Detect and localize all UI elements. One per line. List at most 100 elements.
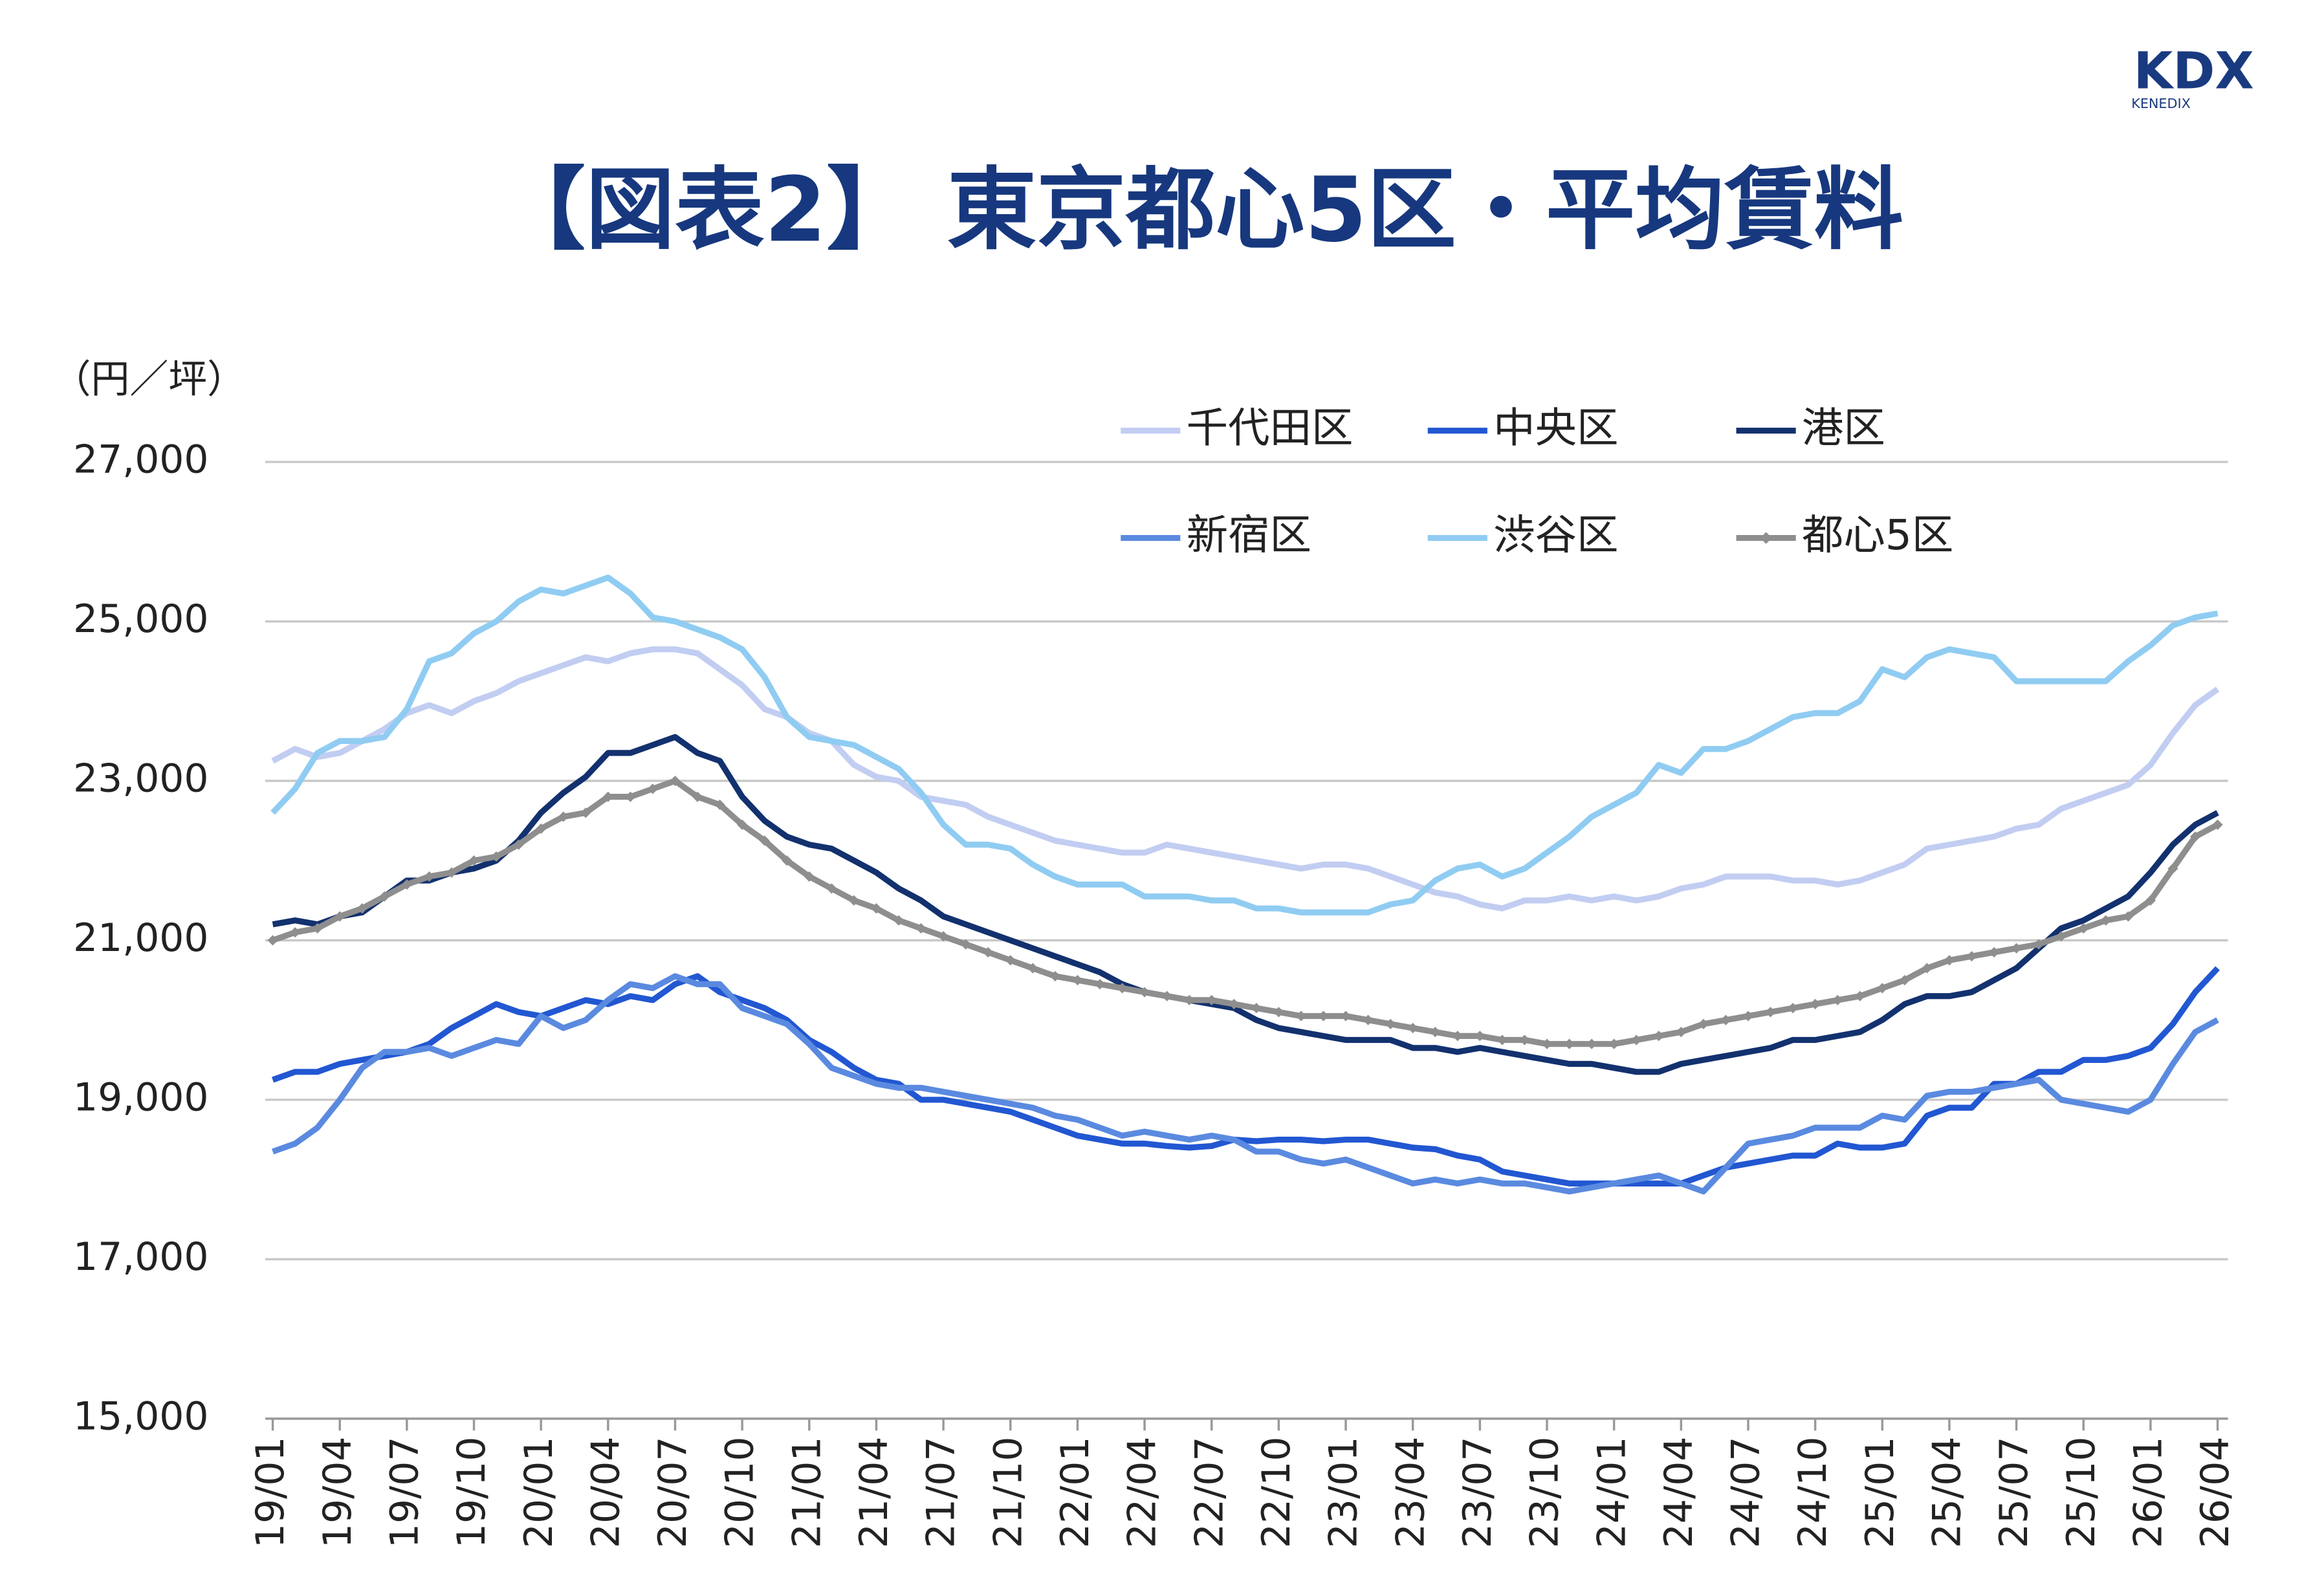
series-marker xyxy=(960,939,971,950)
x-tick-label: 21/10 xyxy=(985,1437,1031,1549)
x-tick-label: 23/04 xyxy=(1388,1437,1433,1549)
series-marker xyxy=(1765,1007,1776,1018)
series-marker xyxy=(1363,1014,1374,1025)
x-tick-label: 19/01 xyxy=(248,1437,293,1549)
series-marker xyxy=(1788,1003,1799,1014)
series-marker xyxy=(1742,1011,1754,1022)
series-marker xyxy=(2123,911,2134,922)
x-tick-label: 19/07 xyxy=(382,1437,427,1549)
series-line xyxy=(272,966,2220,1186)
series-marker xyxy=(2033,939,2044,950)
series-marker xyxy=(1161,990,1172,1001)
series-marker xyxy=(782,855,793,866)
x-tick-label: 24/10 xyxy=(1790,1437,1836,1549)
x-tick-label: 25/10 xyxy=(2059,1437,2104,1549)
x-tick-label: 26/04 xyxy=(2193,1437,2238,1549)
x-tick-label: 21/04 xyxy=(851,1437,897,1549)
legend-label: 渋谷区 xyxy=(1493,511,1618,560)
series-marker xyxy=(1944,955,1955,966)
series-marker xyxy=(1094,979,1106,990)
series-marker xyxy=(1139,987,1150,998)
x-tick-label: 19/10 xyxy=(449,1437,494,1549)
series-marker xyxy=(580,807,591,818)
series-marker xyxy=(513,839,524,850)
legend-marker xyxy=(1760,532,1772,544)
series-marker xyxy=(1966,951,1977,962)
series-marker xyxy=(1184,994,1195,1005)
series-marker xyxy=(938,931,949,942)
legend-label: 新宿区 xyxy=(1187,511,1311,560)
series-marker xyxy=(1452,1031,1463,1042)
series-marker xyxy=(356,903,367,914)
series-marker xyxy=(1519,1034,1530,1045)
series-marker xyxy=(1720,1014,1731,1025)
x-tick-label: 24/04 xyxy=(1656,1437,1702,1549)
series-marker xyxy=(2100,915,2111,926)
series-marker xyxy=(312,923,323,934)
series-line xyxy=(272,734,2219,1075)
series-marker xyxy=(1273,1007,1284,1018)
series-marker xyxy=(468,855,479,866)
series-marker xyxy=(1027,963,1038,974)
series-marker xyxy=(1295,1011,1306,1022)
x-tick-label: 20/07 xyxy=(650,1437,696,1549)
x-tick-label: 25/01 xyxy=(1858,1437,1903,1549)
y-tick-label: 23,000 xyxy=(73,756,209,802)
series-marker xyxy=(1854,990,1865,1001)
x-tick-label: 23/10 xyxy=(1522,1437,1568,1549)
series-marker xyxy=(848,895,859,906)
x-tick-label: 20/04 xyxy=(583,1437,628,1549)
series-marker xyxy=(1251,1003,1262,1014)
series-marker xyxy=(871,903,882,914)
x-tick-label: 24/07 xyxy=(1724,1437,1769,1549)
series-marker xyxy=(1049,970,1060,981)
series-marker xyxy=(625,791,636,802)
x-tick-label: 25/04 xyxy=(1925,1437,1970,1549)
series-marker xyxy=(692,791,703,802)
series-marker xyxy=(1698,1018,1709,1029)
series-marker xyxy=(1653,1031,1664,1042)
series-marker xyxy=(1005,955,1016,966)
legend-label: 千代田区 xyxy=(1187,404,1354,452)
y-tick-label: 25,000 xyxy=(73,596,209,642)
series-line xyxy=(270,574,2219,915)
logo-sub: KENEDIX xyxy=(2131,96,2191,111)
series-marker xyxy=(826,883,837,894)
y-tick-label: 19,000 xyxy=(73,1075,209,1120)
series-marker xyxy=(446,867,457,878)
series-marker xyxy=(1385,1018,1396,1029)
y-tick-label: 21,000 xyxy=(73,915,209,961)
series-marker xyxy=(1072,975,1083,986)
logo-brand: KDX xyxy=(2134,42,2254,101)
series-marker xyxy=(401,879,412,890)
series-line xyxy=(272,778,2219,1047)
series-marker xyxy=(2055,931,2066,942)
series-line xyxy=(271,646,2220,912)
legend-label: 港区 xyxy=(1802,404,1885,452)
x-tick-label: 25/07 xyxy=(1991,1437,2037,1549)
series-marker xyxy=(267,935,278,946)
series-marker xyxy=(1832,994,1843,1005)
x-tick-label: 26/01 xyxy=(2125,1437,2171,1549)
x-tick-label: 24/01 xyxy=(1589,1437,1634,1549)
series-marker xyxy=(2145,895,2156,906)
legend-label: 都心5区 xyxy=(1802,511,1953,560)
y-tick-label: 17,000 xyxy=(73,1234,209,1280)
x-tick-label: 23/01 xyxy=(1321,1437,1366,1549)
series-marker xyxy=(602,791,613,802)
x-tick-label: 20/01 xyxy=(516,1437,562,1549)
series-marker xyxy=(424,871,435,882)
series-marker xyxy=(558,811,569,822)
legend-label: 中央区 xyxy=(1493,404,1618,452)
series-marker xyxy=(1206,994,1217,1005)
x-tick-label: 22/10 xyxy=(1254,1437,1299,1549)
y-tick-label: 15,000 xyxy=(73,1394,209,1439)
series-marker xyxy=(1474,1031,1485,1042)
x-tick-label: 22/07 xyxy=(1187,1437,1232,1549)
x-tick-label: 23/07 xyxy=(1455,1437,1500,1549)
series-marker xyxy=(670,775,681,787)
chart-title: 【図表2】 東京都心5区・平均賃料 xyxy=(496,158,1903,262)
y-axis-label: （円／坪） xyxy=(52,356,246,402)
